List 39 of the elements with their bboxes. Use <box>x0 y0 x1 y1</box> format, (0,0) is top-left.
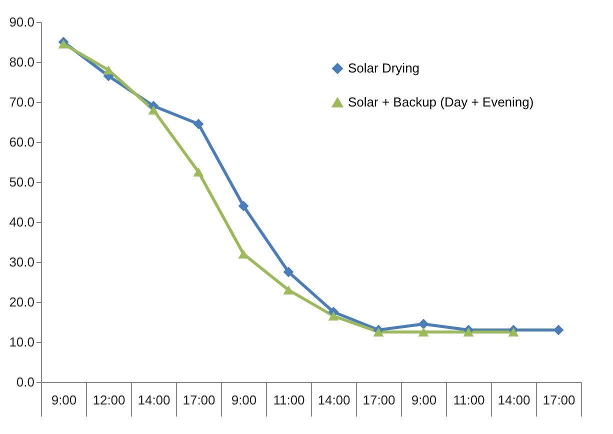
x-tick-label: 14:00 <box>138 392 170 408</box>
y-tick-label: 20.0 <box>9 294 34 310</box>
point <box>463 327 474 337</box>
point <box>373 327 384 337</box>
point <box>238 200 249 212</box>
point <box>283 285 294 295</box>
x-tick-label: 11:00 <box>453 392 485 408</box>
y-tick-label: 80.0 <box>9 54 34 70</box>
legend-label: Solar Drying <box>348 60 420 76</box>
point <box>193 118 204 130</box>
y-tick-label: 40.0 <box>9 214 34 230</box>
x-tick-label: 17:00 <box>182 392 216 408</box>
legend-label: Solar + Backup (Day + Evening) <box>348 94 534 110</box>
point <box>508 327 519 337</box>
point <box>328 311 339 321</box>
x-tick-label: 12:00 <box>92 392 126 408</box>
point <box>58 39 69 49</box>
x-tick-label: 9:00 <box>411 392 437 408</box>
x-tick-label: 11:00 <box>273 392 305 408</box>
point <box>283 266 294 278</box>
x-tick-label: 9:00 <box>51 392 77 408</box>
y-tick-label: 60.0 <box>9 134 34 150</box>
x-tick-label: 14:00 <box>318 392 350 408</box>
point <box>553 324 564 336</box>
x-tick-label: 17:00 <box>362 392 396 408</box>
y-tick-label: 90.0 <box>9 14 34 30</box>
point <box>148 105 159 115</box>
point <box>193 167 204 177</box>
y-tick-label: 30.0 <box>9 254 34 270</box>
point <box>418 318 429 330</box>
y-tick-label: 0.0 <box>16 374 34 390</box>
point <box>103 65 114 75</box>
x-tick-label: 9:00 <box>231 392 257 408</box>
y-tick-label: 10.0 <box>9 334 34 350</box>
y-tick-label: 50.0 <box>9 174 34 190</box>
x-tick-label: 14:00 <box>498 392 530 408</box>
x-tick-label: 17:00 <box>542 392 576 408</box>
point <box>418 327 429 337</box>
y-tick-label: 70.0 <box>9 94 34 110</box>
